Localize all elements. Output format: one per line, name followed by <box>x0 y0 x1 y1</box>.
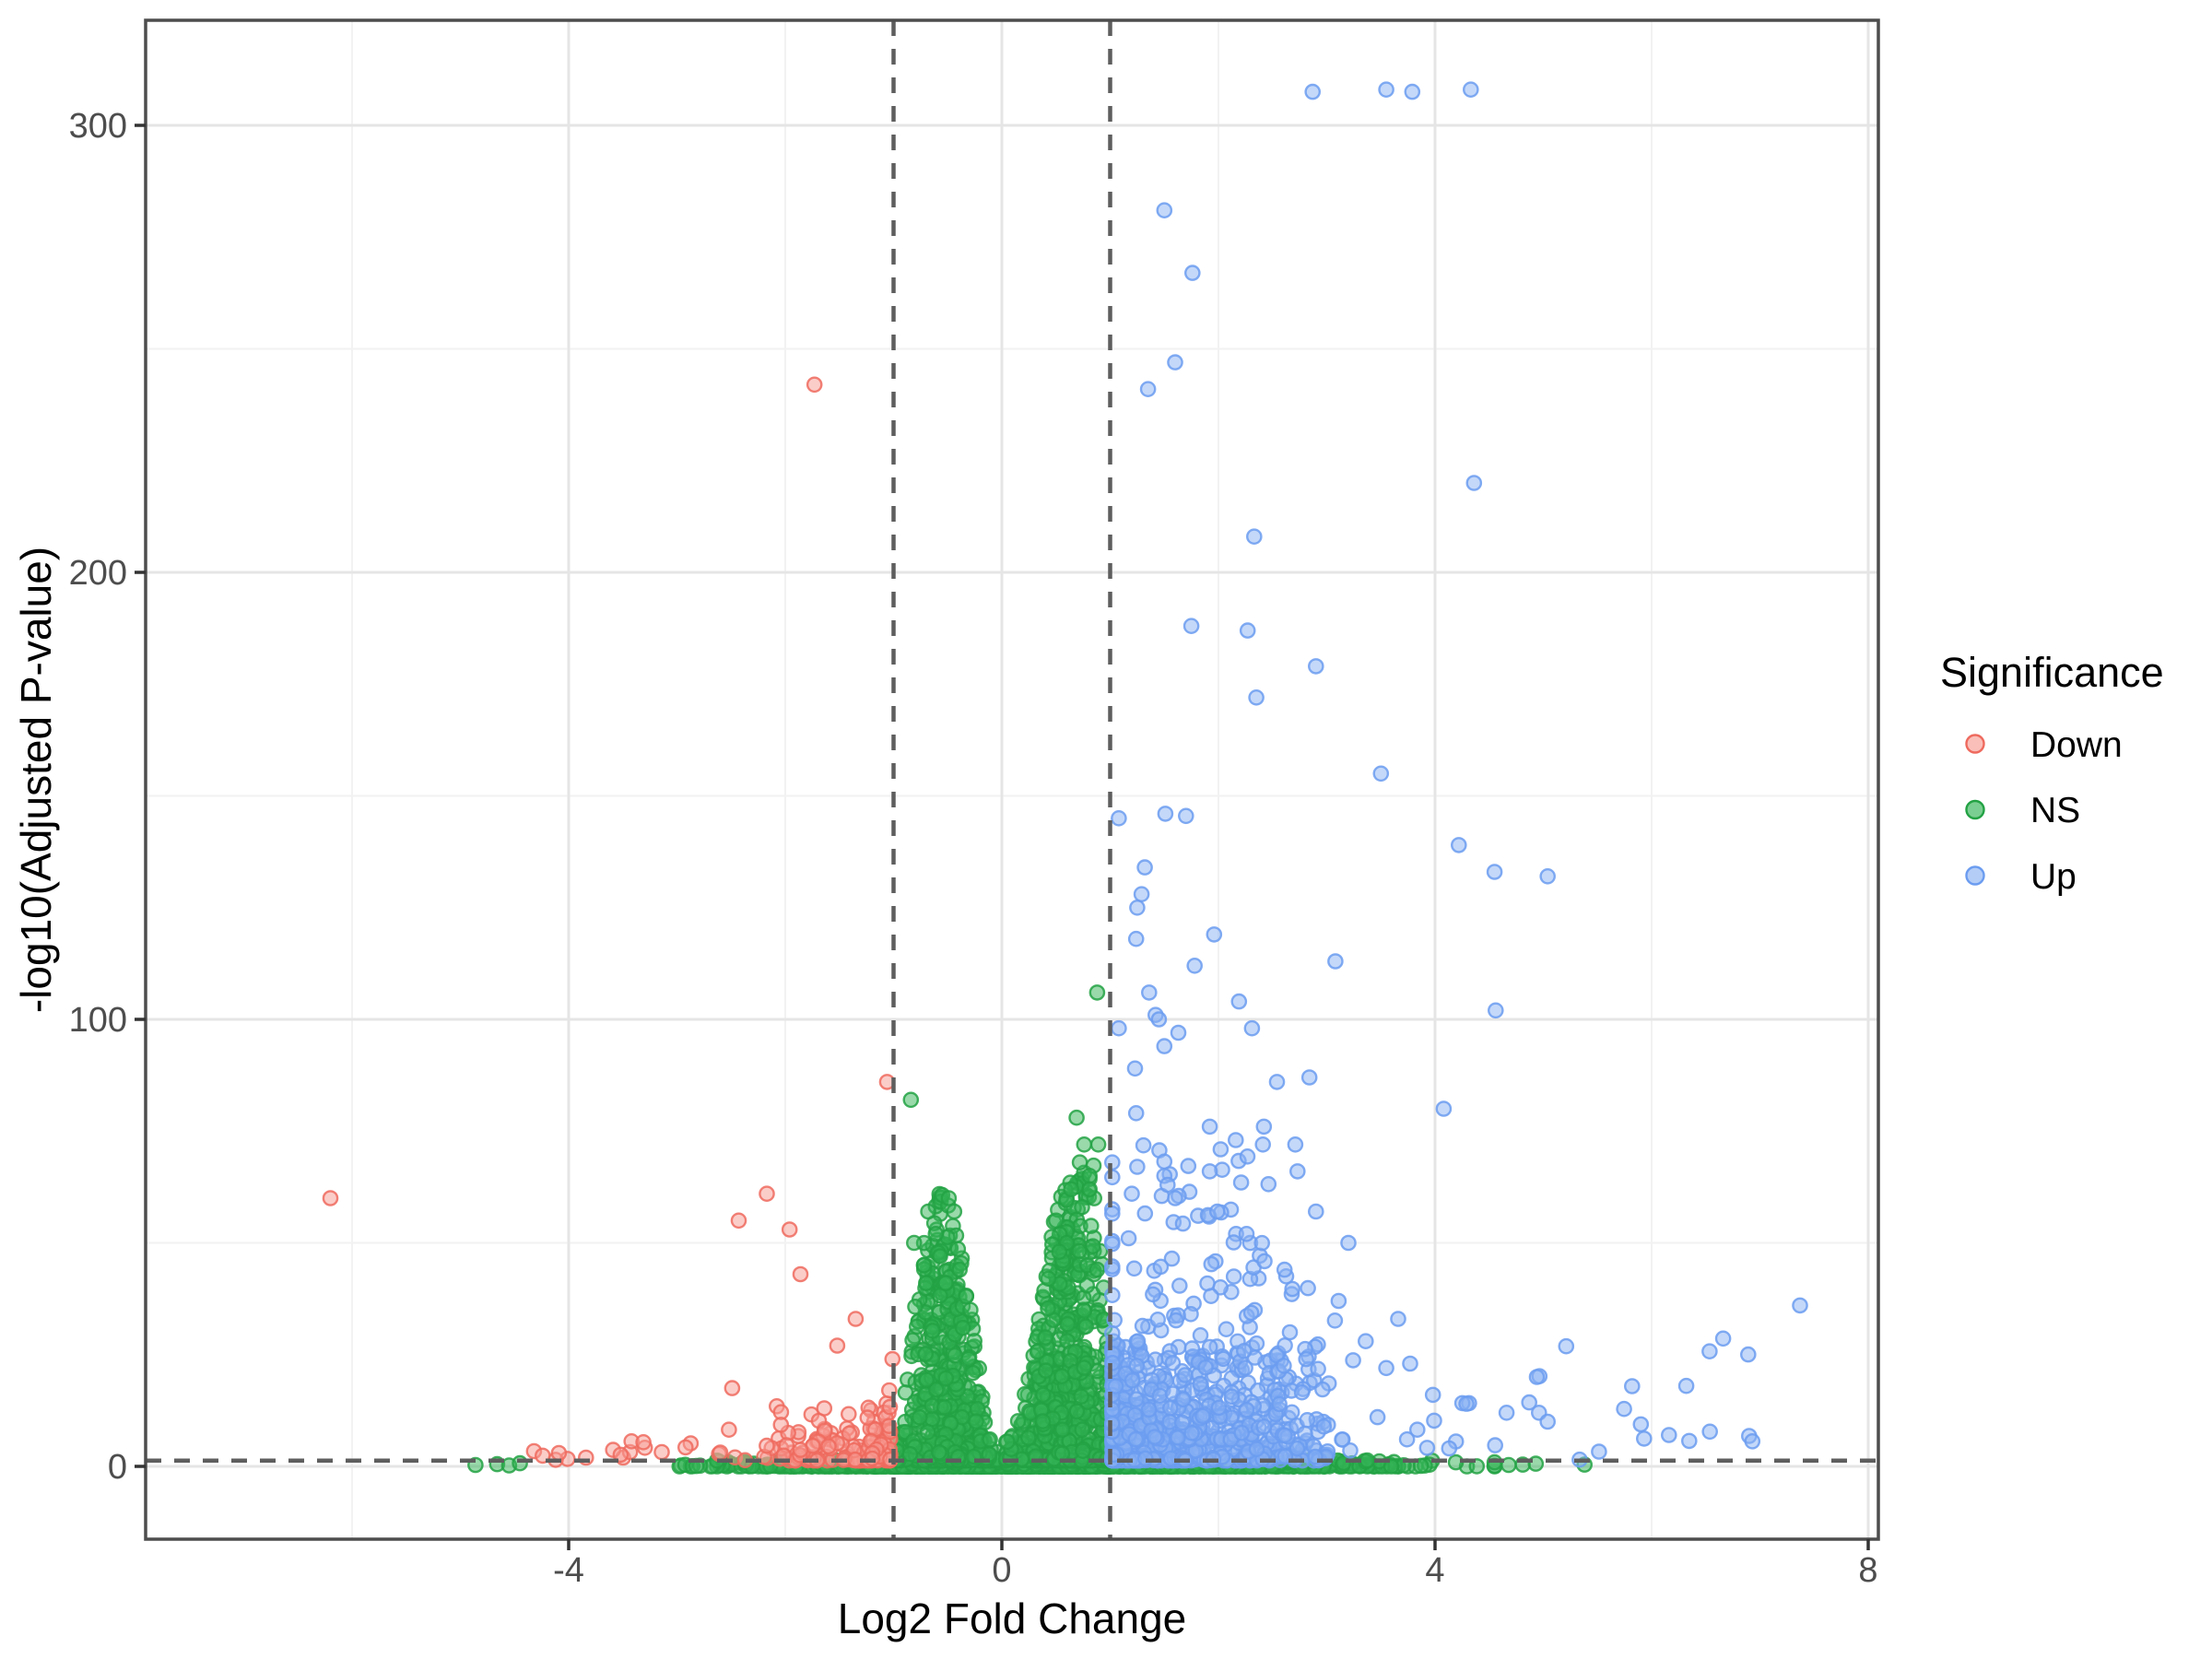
legend: Significance Down NS Up <box>1940 649 2164 897</box>
x-tick-label-4: 4 <box>1425 1551 1444 1590</box>
y-tick-label-0: 0 <box>108 1448 127 1487</box>
y-axis-title: -log10(Adjusted P-value) <box>12 547 60 1013</box>
legend-key-ns-icon <box>1965 799 1985 820</box>
x-tick-label-0: 0 <box>992 1551 1011 1590</box>
x-tick-label--4: -4 <box>553 1551 584 1590</box>
x-tick-label-8: 8 <box>1858 1551 1877 1590</box>
legend-key-down-icon <box>1965 734 1985 754</box>
plot-panel <box>146 20 1878 1539</box>
axis-tick-marks <box>135 124 1870 1550</box>
legend-item-down-label: Down <box>2030 725 2123 765</box>
legend-title: Significance <box>1940 649 2164 696</box>
y-tick-label-300: 300 <box>69 107 127 146</box>
panel-border <box>144 18 1880 1541</box>
legend-item-ns-label: NS <box>2030 791 2080 830</box>
x-axis-title: Log2 Fold Change <box>838 1594 1187 1642</box>
axis-tick-labels: -4 0 4 8 0 100 200 300 <box>69 107 1878 1590</box>
legend-item-down: Down <box>1965 725 2123 765</box>
grid-minor-lines <box>146 20 1878 1539</box>
y-tick-label-200: 200 <box>69 554 127 593</box>
y-tick-label-100: 100 <box>69 1001 127 1040</box>
legend-item-up-label: Up <box>2030 857 2077 897</box>
legend-key-up-icon <box>1965 865 1985 886</box>
legend-item-ns: NS <box>1965 791 2080 830</box>
threshold-dashed-lines <box>146 20 1878 1539</box>
legend-item-up: Up <box>1965 857 2077 897</box>
